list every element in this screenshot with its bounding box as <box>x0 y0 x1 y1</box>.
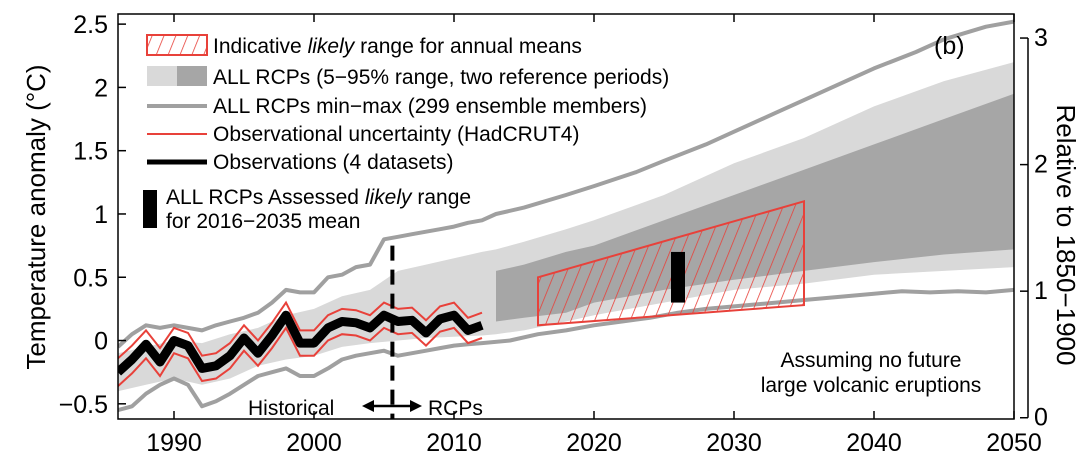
legend: Indicative likely range for annual means… <box>143 34 669 233</box>
y-tick-label: 0.5 <box>73 264 108 292</box>
y-tick-label: 2.5 <box>73 11 108 39</box>
assessed-likely-range-bar <box>671 251 685 303</box>
y-tick-label: −0.5 <box>59 391 108 419</box>
obs-uncertainty-upper-line <box>118 300 483 360</box>
legend-label-assessed-line1: ALL RCPs Assessed likely range <box>166 186 471 209</box>
right-y-tick-label: 2 <box>1034 151 1048 179</box>
right-y-tick-label: 1 <box>1034 277 1048 305</box>
y-axis-title-left: Temperature anomaly (°C) <box>21 64 51 369</box>
y-axis-title-right: Relative to 1850−1900 <box>1051 105 1081 366</box>
legend-label-obs-uncertainty: Observational uncertainty (HadCRUT4) <box>213 123 579 146</box>
double-arrow-icon <box>362 400 422 412</box>
right-y-tick-label: 3 <box>1034 24 1048 52</box>
y-tick-label: 1.5 <box>73 138 108 166</box>
y-tick-label: 1 <box>94 201 108 229</box>
legend-swatch-band-light <box>147 66 177 86</box>
legend-label-hatch: Indicative likely range for annual means <box>213 35 582 58</box>
observations-line <box>118 310 484 376</box>
legend-swatch-hatch <box>146 34 208 56</box>
axes: 1990 2000 2010 2020 2030 2040 2050 −0.5 0 0.5 1 1.5… <box>59 11 1048 457</box>
y-tick-label: 0 <box>94 328 108 356</box>
y-tick-label: 2 <box>94 74 108 102</box>
volcanic-note-line1: Assuming no future <box>781 349 962 372</box>
legend-swatch-band-dark <box>177 66 207 86</box>
historical-label: Historical <box>248 397 334 420</box>
legend-label-minmax: ALL RCPs min−max (299 ensemble members) <box>213 95 647 118</box>
x-tick-label: 2040 <box>846 429 902 457</box>
x-tick-label: 2050 <box>986 429 1042 457</box>
volcanic-note-line2: large volcanic eruptions <box>761 374 982 397</box>
legend-swatch-assessed-range <box>143 190 157 228</box>
rcps-label: RCPs <box>428 397 483 420</box>
obs-uncertainty-lower-line <box>118 325 483 387</box>
legend-label-band: ALL RCPs (5−95% range, two reference per… <box>213 66 669 89</box>
x-tick-label: 2020 <box>566 429 622 457</box>
x-tick-label: 2010 <box>426 429 482 457</box>
minmax-upper-line <box>118 19 1014 349</box>
right-y-tick-label: 0 <box>1034 404 1048 432</box>
x-tick-label: 1990 <box>146 429 202 457</box>
panel-label: (b) <box>934 32 965 60</box>
plot-frame <box>117 13 1015 420</box>
legend-label-observations: Observations (4 datasets) <box>213 151 453 174</box>
plot-data-area <box>118 19 1014 419</box>
x-tick-label: 2000 <box>286 429 342 457</box>
x-tick-label: 2030 <box>706 429 762 457</box>
legend-label-assessed-line2: for 2016−2035 mean <box>166 210 360 233</box>
